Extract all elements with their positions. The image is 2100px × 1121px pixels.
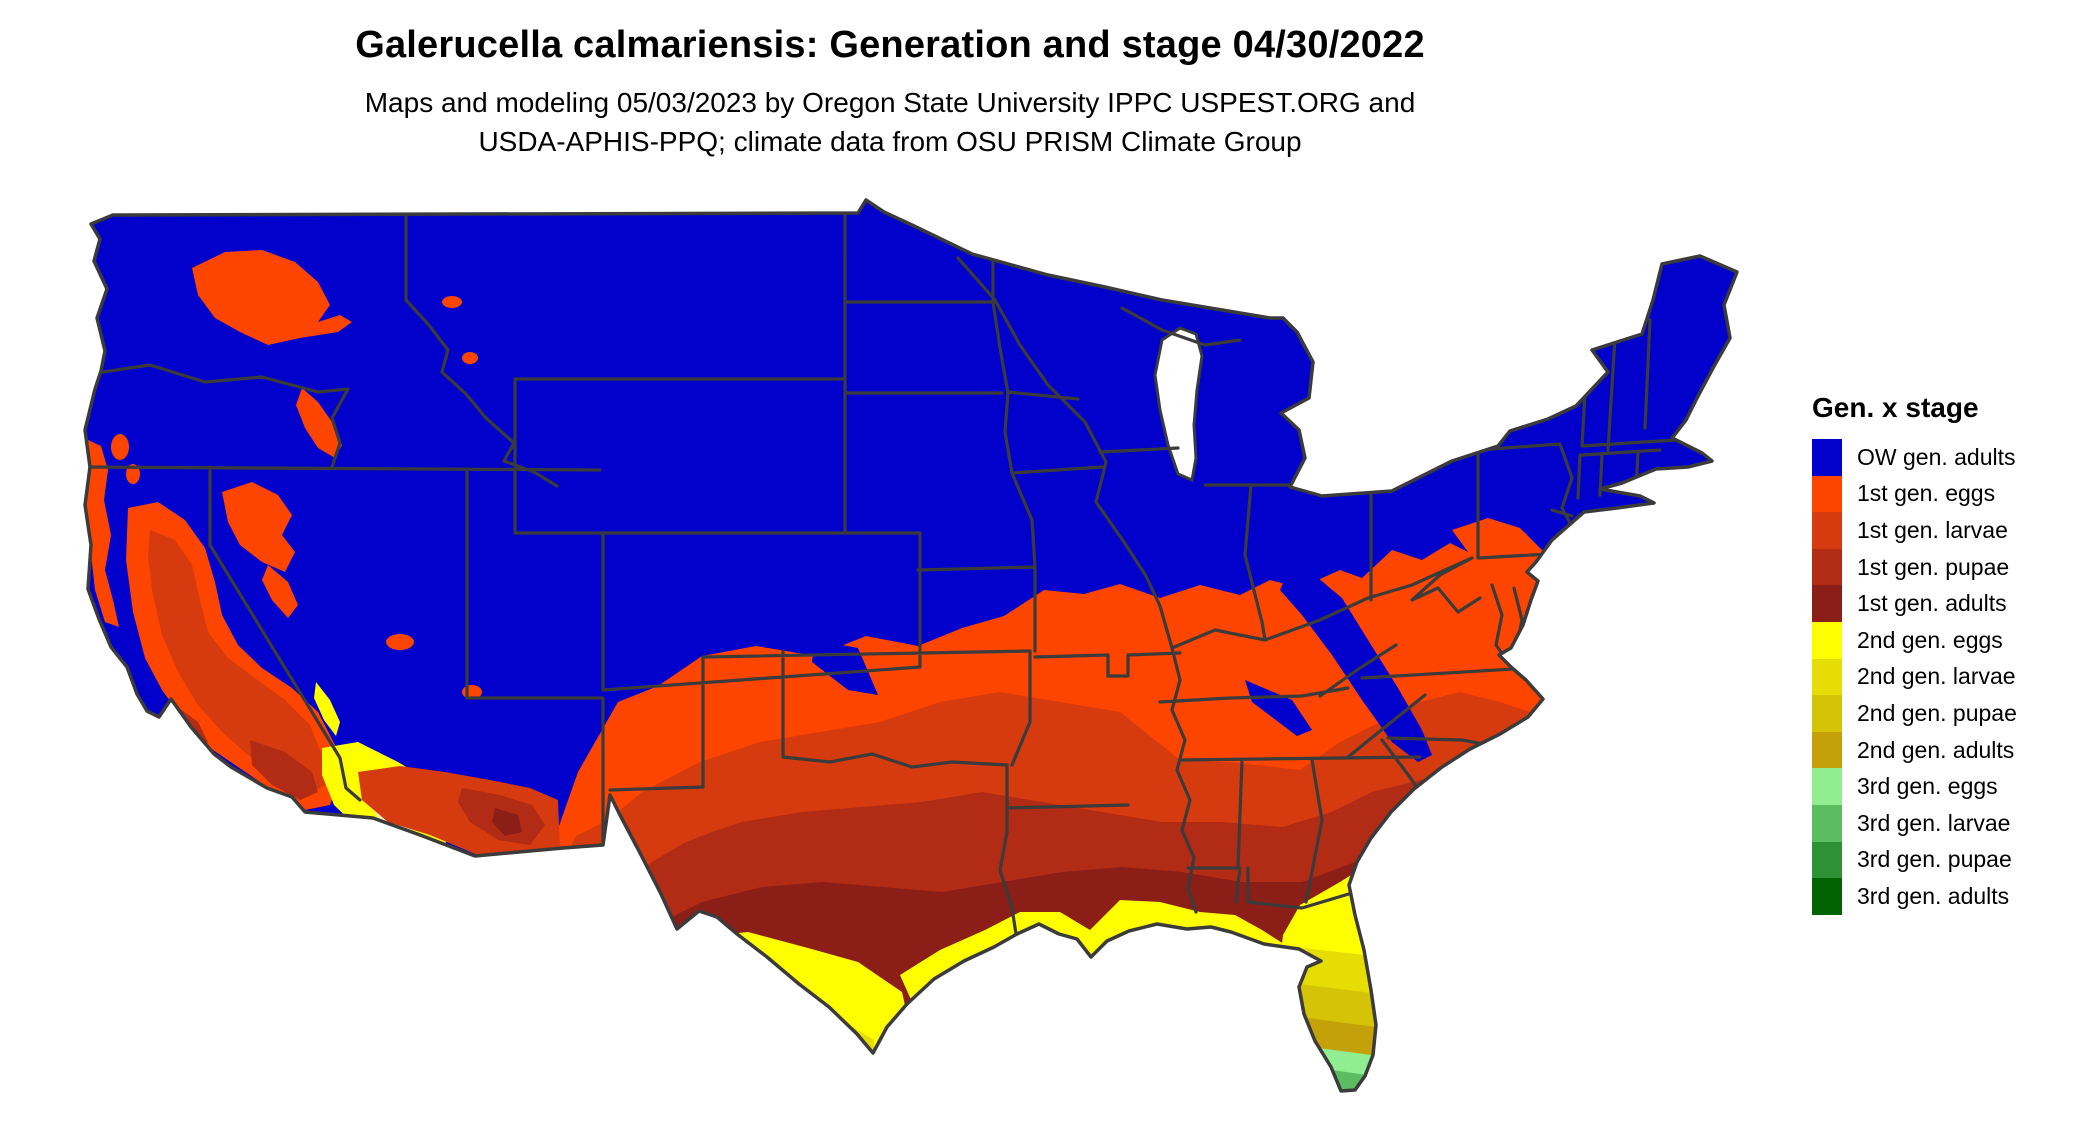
legend-swatch-2nd-adults — [1812, 731, 1842, 769]
region-oregon-valley-1 — [111, 434, 129, 460]
region-nevada-patch-2 — [262, 565, 298, 618]
legend-swatch-1st-pupae — [1812, 548, 1842, 586]
region-socal-brick-1 — [250, 740, 318, 800]
legend-label: 2nd gen. pupae — [1857, 699, 2017, 726]
legend-swatch-ow-adults — [1812, 439, 1842, 476]
subtitle-line-1: Maps and modeling 05/03/2023 by Oregon S… — [364, 87, 1416, 118]
legend-item-3rd-pupae: 3rd gen. pupae — [1812, 841, 2017, 879]
legend-label: 3rd gen. pupae — [1857, 846, 2012, 873]
legend-swatch-3rd-eggs — [1812, 768, 1842, 805]
legend-item-3rd-adults: 3rd gen. adults — [1812, 878, 2017, 915]
legend-swatch-3rd-adults — [1812, 878, 1842, 915]
legend-label: 2nd gen. larvae — [1857, 663, 2016, 690]
legend: Gen. x stage OW gen. adults 1st gen. egg… — [1812, 392, 2017, 915]
legend-item-3rd-larvae: 3rd gen. larvae — [1812, 804, 2017, 842]
legend-swatch-2nd-eggs — [1812, 621, 1842, 659]
legend-item-2nd-adults: 2nd gen. adults — [1812, 731, 2017, 769]
map-header: Galerucella calmariensis: Generation and… — [0, 24, 1780, 161]
legend-swatch-2nd-pupae — [1812, 695, 1842, 732]
legend-label: OW gen. adults — [1857, 443, 2016, 470]
legend-label: 3rd gen. larvae — [1857, 809, 2011, 836]
legend-label: 1st gen. larvae — [1857, 516, 2008, 543]
region-arizona-maroon — [492, 808, 522, 836]
legend-swatch-1st-eggs — [1812, 475, 1842, 513]
legend-swatch-3rd-larvae — [1812, 804, 1842, 842]
region-appalachian-blue-2 — [1245, 680, 1312, 736]
lake-michigan — [1153, 326, 1204, 483]
state-boundaries — [86, 212, 1678, 936]
region-nevada-patch-1 — [222, 482, 295, 572]
legend-swatch-2nd-larvae — [1812, 658, 1842, 696]
region-norcal-coast — [85, 440, 119, 627]
legend-items: OW gen. adults 1st gen. eggs 1st gen. la… — [1812, 439, 2017, 915]
legend-item-1st-pupae: 1st gen. pupae — [1812, 548, 2017, 586]
legend-swatch-1st-adults — [1812, 585, 1842, 622]
region-death-valley-yellow — [314, 682, 340, 736]
region-central-valley-core — [148, 530, 325, 795]
legend-label: 2nd gen. adults — [1857, 736, 2015, 763]
subtitle-line-2: USDA-APHIS-PPQ; climate data from OSU PR… — [478, 126, 1302, 157]
legend-label: 3rd gen. eggs — [1857, 773, 1998, 800]
legend-item-1st-eggs: 1st gen. eggs — [1812, 475, 2017, 513]
legend-item-2nd-eggs: 2nd gen. eggs — [1812, 621, 2017, 659]
legend-swatch-3rd-pupae — [1812, 841, 1842, 879]
legend-item-2nd-pupae: 2nd gen. pupae — [1812, 695, 2017, 732]
page-title: Galerucella calmariensis: Generation and… — [355, 24, 1425, 66]
region-montana-speck-1 — [442, 296, 462, 308]
region-oregon-valley-2 — [126, 464, 140, 484]
region-snake-river-plain — [296, 388, 342, 458]
us-outline — [83, 198, 1739, 1093]
legend-item-ow-adults: OW gen. adults — [1812, 439, 2017, 476]
legend-item-3rd-eggs: 3rd gen. eggs — [1812, 768, 2017, 805]
legend-item-1st-larvae: 1st gen. larvae — [1812, 512, 2017, 549]
legend-label: 1st gen. eggs — [1857, 480, 1996, 507]
legend-label: 2nd gen. eggs — [1857, 626, 2003, 653]
legend-title: Gen. x stage — [1812, 392, 1979, 423]
region-columbia-basin — [192, 250, 352, 345]
legend-swatch-1st-larvae — [1812, 512, 1842, 549]
region-montana-speck-2 — [462, 352, 478, 364]
region-colorado-speck — [386, 634, 414, 650]
legend-item-2nd-larvae: 2nd gen. larvae — [1812, 658, 2017, 696]
legend-item-1st-adults: 1st gen. adults — [1812, 585, 2017, 622]
legend-label: 3rd gen. adults — [1857, 882, 2010, 909]
page-subtitle: Maps and modeling 05/03/2023 by Oregon S… — [0, 83, 1780, 161]
legend-label: 1st gen. adults — [1857, 590, 2007, 617]
legend-label: 1st gen. pupae — [1857, 553, 2010, 580]
